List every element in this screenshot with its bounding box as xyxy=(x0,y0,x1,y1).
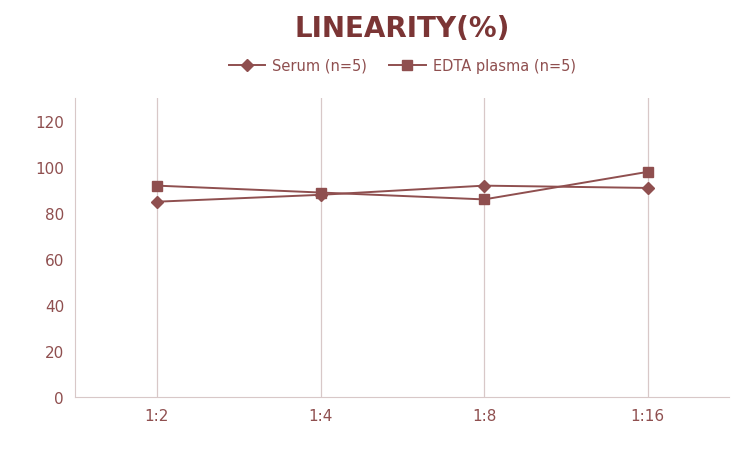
Line: EDTA plasma (n=5): EDTA plasma (n=5) xyxy=(152,168,653,205)
Legend: Serum (n=5), EDTA plasma (n=5): Serum (n=5), EDTA plasma (n=5) xyxy=(223,53,582,79)
Serum (n=5) xyxy=(480,184,489,189)
EDTA plasma (n=5) xyxy=(153,184,162,189)
Serum (n=5) xyxy=(316,193,325,198)
EDTA plasma (n=5) xyxy=(480,197,489,202)
Line: Serum (n=5): Serum (n=5) xyxy=(153,182,652,207)
Serum (n=5) xyxy=(643,186,652,191)
EDTA plasma (n=5) xyxy=(643,170,652,175)
Title: LINEARITY(%): LINEARITY(%) xyxy=(295,15,510,43)
EDTA plasma (n=5) xyxy=(316,190,325,196)
Serum (n=5) xyxy=(153,199,162,205)
